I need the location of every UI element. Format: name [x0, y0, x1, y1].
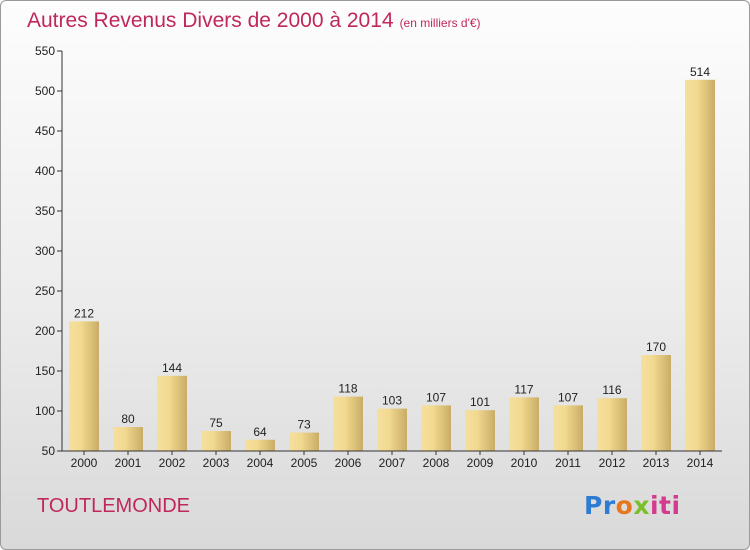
chart-title-text: Autres Revenus Divers de 2000 à 2014 [27, 9, 394, 32]
value-label-2008: 107 [426, 390, 446, 404]
x-tick-label-2000: 2000 [71, 456, 98, 470]
value-label-2003: 75 [209, 416, 223, 430]
chart-subtitle: (en milliers d'€) [399, 16, 481, 30]
y-tick-label-400: 400 [35, 164, 55, 178]
logo-part-3: x [633, 491, 650, 520]
value-label-2010: 117 [514, 382, 533, 396]
y-tick-label-550: 550 [35, 44, 55, 58]
value-label-2011: 107 [558, 390, 578, 404]
y-axis: 50 100 150 200 250 300 350 400 450 500 550 [35, 44, 63, 458]
x-tick-label-2011: 2011 [555, 456, 581, 470]
x-tick-label-2004: 2004 [247, 456, 274, 470]
value-label-2007: 103 [382, 394, 402, 408]
chart-title: Autres Revenus Divers de 2000 à 2014 (en … [27, 9, 481, 33]
x-tick-label-2001: 2001 [115, 456, 142, 470]
x-tick-label-2009: 2009 [467, 456, 494, 470]
value-label-2009: 101 [470, 395, 490, 409]
bar-2001 [113, 427, 143, 451]
bar-2014 [685, 79, 715, 452]
value-label-2001: 80 [121, 412, 135, 426]
y-tick-label-200: 200 [35, 324, 55, 338]
bar-2004 [245, 439, 275, 451]
bar-2006 [333, 396, 363, 451]
bar-2008 [421, 405, 451, 451]
value-label-2013: 170 [646, 340, 666, 354]
bar-2010 [509, 397, 539, 451]
y-tick-label-100: 100 [35, 404, 55, 418]
bar-2005 [289, 432, 319, 451]
logo-part-2: o [615, 491, 634, 520]
value-label-2012: 116 [602, 383, 621, 397]
logo-part-4: iti [649, 491, 681, 520]
x-tick-label-2003: 2003 [203, 456, 230, 470]
bars-group: 212 80 144 75 64 73 118 103 107 101 117 107 116 170 51… [69, 65, 715, 452]
value-label-2005: 73 [297, 418, 311, 432]
x-tick-label-2010: 2010 [511, 456, 538, 470]
y-tick-label-350: 350 [35, 204, 55, 218]
x-tick-label-2013: 2013 [643, 456, 670, 470]
x-tick-label-2012: 2012 [599, 456, 626, 470]
y-tick-label-500: 500 [35, 84, 55, 98]
bar-2003 [201, 431, 231, 451]
x-tick-label-2002: 2002 [159, 456, 186, 470]
value-label-2006: 118 [338, 382, 357, 396]
x-tick-label-2014: 2014 [687, 456, 714, 470]
y-tick-label-450: 450 [35, 124, 55, 138]
x-tick-label-2005: 2005 [291, 456, 318, 470]
commune-name: TOUTLEMONDE [37, 495, 190, 517]
bar-2002 [157, 375, 187, 451]
x-axis: 2000 2001 2002 2003 2004 2005 2006 2007 2008 2009… [62, 450, 722, 470]
value-label-2002: 144 [162, 361, 182, 375]
logo-part-1: Pr [584, 491, 616, 520]
bar-2007 [377, 408, 407, 451]
value-label-2014: 514 [690, 65, 710, 79]
y-tick-label-150: 150 [35, 364, 55, 378]
bar-2009 [465, 410, 495, 451]
bar-2012 [597, 398, 627, 451]
y-tick-label-300: 300 [35, 244, 55, 258]
bar-2000 [69, 321, 99, 451]
value-label-2004: 64 [253, 425, 267, 439]
proxiti-logo[interactable]: Proxiti [584, 491, 681, 520]
x-tick-label-2008: 2008 [423, 456, 450, 470]
x-tick-label-2007: 2007 [379, 456, 406, 470]
bar-2011 [553, 405, 583, 451]
x-tick-label-2006: 2006 [335, 456, 362, 470]
bar-2013 [641, 355, 671, 451]
value-label-2000: 212 [74, 306, 94, 320]
y-tick-label-50: 50 [42, 444, 56, 458]
y-tick-label-250: 250 [35, 284, 55, 298]
